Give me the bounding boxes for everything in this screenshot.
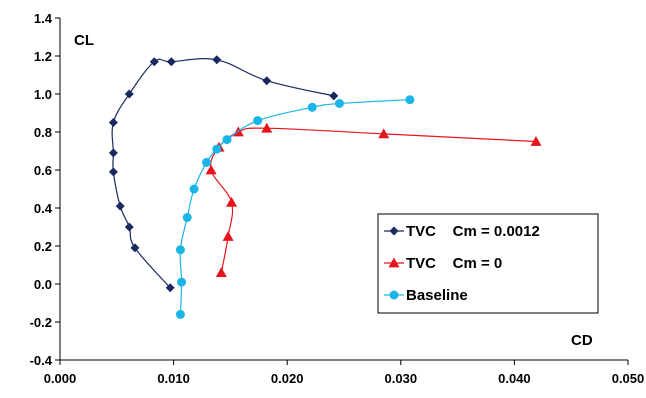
data-point bbox=[222, 231, 234, 241]
data-point bbox=[108, 118, 118, 127]
legend-marker bbox=[388, 257, 400, 268]
x-axis-title: CD bbox=[571, 332, 593, 349]
data-point bbox=[334, 99, 344, 108]
y-tick-label: 1.4 bbox=[34, 11, 53, 26]
legend-items: TVC Cm = 0.0012 TVC Cm = 0 Baseline bbox=[384, 223, 540, 304]
legend-item: TVC Cm = 0.0012 bbox=[384, 223, 540, 240]
data-point bbox=[222, 135, 232, 145]
y-tick-label: 0.4 bbox=[34, 201, 53, 216]
legend: TVC Cm = 0.0012 TVC Cm = 0 Baseline bbox=[377, 213, 599, 314]
x-tick-label: 0.020 bbox=[271, 371, 304, 386]
data-point bbox=[182, 213, 192, 222]
data-point bbox=[205, 164, 217, 175]
y-tick-label: 1.0 bbox=[34, 87, 52, 102]
y-tick-label: 0.0 bbox=[34, 277, 52, 292]
x-tick-label: 0.050 bbox=[612, 371, 645, 386]
x-tick-label: 0.040 bbox=[498, 371, 531, 386]
y-tick-label: 0.6 bbox=[34, 163, 52, 178]
legend-box bbox=[377, 213, 599, 314]
data-point bbox=[329, 91, 339, 101]
series-line bbox=[111, 58, 334, 289]
data-point bbox=[378, 128, 390, 139]
x-axis-ticks: 0.000 0.010 0.020 0.030 0.040 0.050 bbox=[44, 360, 645, 386]
data-point bbox=[405, 95, 415, 105]
data-point bbox=[124, 89, 134, 99]
data-point bbox=[189, 184, 199, 194]
y-tick-label: 1.2 bbox=[34, 49, 52, 64]
data-point bbox=[212, 55, 222, 65]
data-point bbox=[307, 102, 317, 112]
data-point bbox=[149, 57, 159, 67]
y-tick-label: 0.2 bbox=[34, 239, 52, 254]
legend-item: TVC Cm = 0 bbox=[384, 255, 502, 272]
x-tick-label: 0.010 bbox=[157, 371, 190, 386]
data-point bbox=[175, 245, 185, 255]
y-tick-label: 0.8 bbox=[34, 125, 52, 140]
y-tick-label: -0.4 bbox=[30, 353, 53, 368]
data-point bbox=[175, 309, 185, 319]
y-axis-ticks: 1.4 1.2 1.0 0.8 0.6 0.4 0.2 0.0 -0.2 -0.4 bbox=[30, 11, 60, 368]
series-1 bbox=[108, 55, 339, 293]
y-tick-label: -0.2 bbox=[30, 315, 52, 330]
data-point bbox=[261, 122, 273, 133]
data-point bbox=[226, 196, 238, 207]
plot-frame bbox=[59, 18, 628, 361]
data-point bbox=[202, 157, 212, 167]
x-tick-label: 0.030 bbox=[385, 371, 418, 386]
series-line bbox=[179, 99, 410, 315]
legend-label: TVC Cm = 0.0012 bbox=[406, 223, 540, 240]
data-point bbox=[115, 201, 125, 211]
data-point bbox=[212, 144, 222, 154]
data-point bbox=[165, 283, 175, 293]
legend-label: TVC Cm = 0 bbox=[406, 255, 502, 272]
series-layer bbox=[108, 55, 542, 319]
legend-marker bbox=[389, 226, 399, 236]
y-axis-title: CL bbox=[74, 32, 94, 49]
data-point bbox=[177, 277, 187, 287]
data-point bbox=[130, 243, 140, 253]
data-point bbox=[108, 148, 118, 158]
legend-marker bbox=[389, 290, 399, 300]
x-tick-label: 0.000 bbox=[44, 371, 77, 386]
data-point bbox=[530, 136, 542, 146]
data-point bbox=[166, 57, 176, 67]
data-point bbox=[215, 267, 227, 277]
legend-label: Baseline bbox=[406, 287, 468, 304]
data-point bbox=[108, 167, 118, 177]
legend-item: Baseline bbox=[384, 287, 468, 304]
series-3 bbox=[175, 95, 415, 319]
data-point bbox=[124, 222, 134, 232]
data-point bbox=[262, 76, 272, 86]
data-point bbox=[253, 116, 263, 126]
